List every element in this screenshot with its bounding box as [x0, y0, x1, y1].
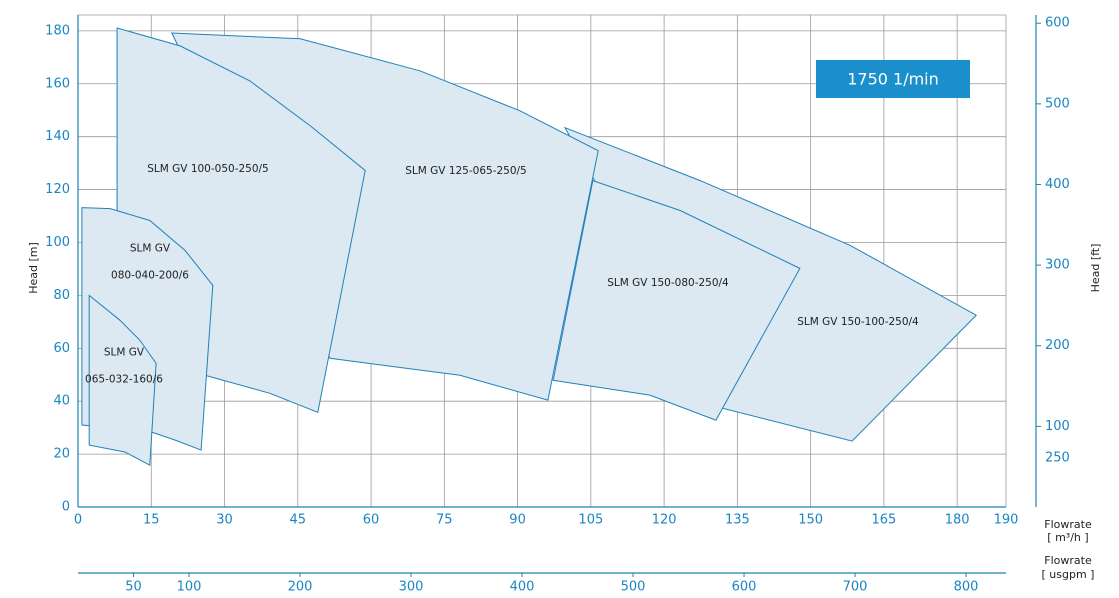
y2-tick-label: 100: [1045, 419, 1070, 434]
region-label: 065-032-160/6: [85, 374, 163, 386]
stray-label: 250: [1045, 451, 1070, 466]
y-tick-label: 140: [45, 129, 70, 144]
annotation: 1750 1/min: [847, 70, 939, 89]
x2-tick-label: 500: [621, 580, 646, 595]
x2-tick-label: 100: [177, 580, 202, 595]
x2-label: Flowrate: [1044, 554, 1092, 567]
x-label: Flowrate: [1044, 518, 1092, 531]
region-label: SLM GV 150-100-250/4: [797, 316, 919, 328]
y2-tick-label: 600: [1045, 16, 1070, 31]
region-label: SLM GV: [130, 243, 171, 255]
region-label: SLM GV 125-065-250/5: [405, 165, 527, 177]
pump-region: [552, 179, 801, 421]
x-tick-label: 165: [871, 513, 896, 528]
x2-tick-label: 800: [954, 580, 979, 595]
x-tick-label: 120: [652, 513, 677, 528]
x-tick-label: 90: [509, 513, 526, 528]
y2-label: Head [ft]: [1089, 244, 1102, 293]
x-tick-label: 105: [578, 513, 603, 528]
x2-tick-label: 50: [125, 580, 142, 595]
y-tick-label: 60: [53, 341, 70, 356]
x2-tick-label: 600: [732, 580, 757, 595]
x-label: [ m³/h ]: [1047, 531, 1088, 544]
x-tick-label: 15: [143, 513, 160, 528]
y2-tick-label: 200: [1045, 338, 1070, 353]
region-label: 080-040-200/6: [111, 270, 189, 282]
y-tick-label: 120: [45, 182, 70, 197]
x-tick-label: 190: [994, 513, 1019, 528]
region-label: SLM GV 150-080-250/4: [607, 277, 729, 289]
x-tick-label: 45: [290, 513, 307, 528]
y2-tick-label: 500: [1045, 96, 1070, 111]
y-tick-label: 80: [53, 288, 70, 303]
x2-tick-label: 400: [510, 580, 535, 595]
y-tick-label: 0: [62, 500, 70, 515]
x-tick-label: 60: [363, 513, 380, 528]
pump-region: [88, 294, 157, 467]
y-label: Head [m]: [27, 242, 40, 294]
x2-tick-label: 200: [288, 580, 313, 595]
y2-tick-label: 300: [1045, 258, 1070, 273]
region-label: SLM GV 100-050-250/5: [147, 163, 269, 175]
x-tick-label: 75: [436, 513, 453, 528]
x2-tick-label: 300: [399, 580, 424, 595]
region-label: SLM GV: [104, 347, 145, 359]
x-tick-label: 30: [216, 513, 233, 528]
x-tick-label: 0: [74, 513, 82, 528]
x-tick-label: 150: [798, 513, 823, 528]
x2-label: [ usgpm ]: [1042, 568, 1095, 581]
y-tick-label: 40: [53, 394, 70, 409]
y2-tick-label: 400: [1045, 177, 1070, 192]
y-tick-label: 100: [45, 235, 70, 250]
y-tick-label: 180: [45, 23, 70, 38]
y-tick-label: 20: [53, 447, 70, 462]
x-tick-label: 180: [945, 513, 970, 528]
y-tick-label: 160: [45, 76, 70, 91]
x-tick-label: 135: [725, 513, 750, 528]
annotation-box: [816, 60, 970, 98]
x2-tick-label: 700: [843, 580, 868, 595]
